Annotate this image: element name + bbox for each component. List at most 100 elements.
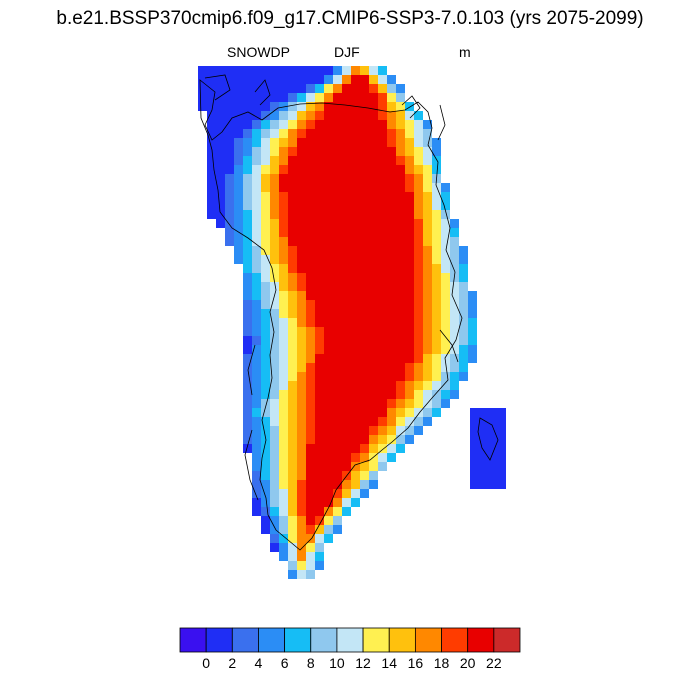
map-cell [333, 435, 342, 444]
map-cell [252, 507, 261, 516]
map-cell [225, 102, 234, 111]
map-cell [252, 201, 261, 210]
map-cell [270, 372, 279, 381]
map-cell [315, 192, 324, 201]
map-cell [423, 354, 432, 363]
map-cell [306, 336, 315, 345]
map-cell [369, 201, 378, 210]
map-cell [360, 255, 369, 264]
map-cell [324, 75, 333, 84]
map-cell [468, 327, 477, 336]
map-cell [342, 372, 351, 381]
map-cell [333, 516, 342, 525]
units-label: m [459, 44, 471, 60]
map-cell [459, 246, 468, 255]
map-cell [198, 102, 207, 111]
map-cell [351, 174, 360, 183]
map-cell [369, 345, 378, 354]
map-cell [468, 336, 477, 345]
map-cell [243, 138, 252, 147]
map-cell [423, 300, 432, 309]
map-cell [243, 372, 252, 381]
map-cell [261, 327, 270, 336]
map-cell [297, 102, 306, 111]
map-cell [333, 363, 342, 372]
map-cell [288, 309, 297, 318]
map-cell [396, 381, 405, 390]
map-cell [450, 246, 459, 255]
map-cell [306, 138, 315, 147]
map-cell [360, 102, 369, 111]
map-cell [333, 210, 342, 219]
map-cell [360, 462, 369, 471]
map-cell [252, 183, 261, 192]
map-cell [342, 183, 351, 192]
map-cell [414, 372, 423, 381]
map-cell [378, 426, 387, 435]
map-cell [369, 363, 378, 372]
map-cell [315, 462, 324, 471]
map-cell [351, 417, 360, 426]
map-cell [387, 237, 396, 246]
map-cell [324, 102, 333, 111]
map-cell [288, 390, 297, 399]
map-cell [306, 543, 315, 552]
map-cell [342, 138, 351, 147]
map-cell [315, 111, 324, 120]
map-cell [261, 192, 270, 201]
map-cell [441, 300, 450, 309]
map-cell [270, 201, 279, 210]
map-cell [315, 480, 324, 489]
map-cell [333, 390, 342, 399]
map-cell [423, 165, 432, 174]
map-cell [315, 237, 324, 246]
map-cell [432, 381, 441, 390]
map-cell [423, 138, 432, 147]
map-cell [261, 345, 270, 354]
map-cell [315, 354, 324, 363]
map-cell [387, 246, 396, 255]
map-cell [288, 453, 297, 462]
map-cell [270, 543, 279, 552]
map-cell [288, 156, 297, 165]
map-cell [252, 381, 261, 390]
map-cell [270, 156, 279, 165]
map-cell [405, 291, 414, 300]
map-cell [225, 183, 234, 192]
map-cell [432, 282, 441, 291]
map-cell [324, 120, 333, 129]
map-cell [378, 273, 387, 282]
map-cell [360, 480, 369, 489]
map-cell [243, 75, 252, 84]
map-cell [387, 147, 396, 156]
map-cell [288, 264, 297, 273]
map-cell [342, 435, 351, 444]
map-cell [378, 237, 387, 246]
map-cell [450, 372, 459, 381]
map-cell [198, 84, 207, 93]
map-cell [288, 246, 297, 255]
map-cell [479, 462, 488, 471]
map-cell [243, 354, 252, 363]
map-cell [261, 525, 270, 534]
map-cell [243, 426, 252, 435]
map-cell [333, 120, 342, 129]
map-cell [432, 327, 441, 336]
map-cell [333, 444, 342, 453]
map-cell [324, 309, 333, 318]
map-cell [234, 210, 243, 219]
map-cell [360, 111, 369, 120]
map-cell [288, 255, 297, 264]
map-cell [342, 354, 351, 363]
map-cell [414, 300, 423, 309]
map-cell [306, 498, 315, 507]
map-cell [396, 336, 405, 345]
map-cell [432, 399, 441, 408]
map-cell [414, 255, 423, 264]
map-cell [360, 453, 369, 462]
map-cell [225, 210, 234, 219]
map-cell [252, 300, 261, 309]
map-cell [315, 273, 324, 282]
map-cell [414, 147, 423, 156]
map-cell [279, 219, 288, 228]
